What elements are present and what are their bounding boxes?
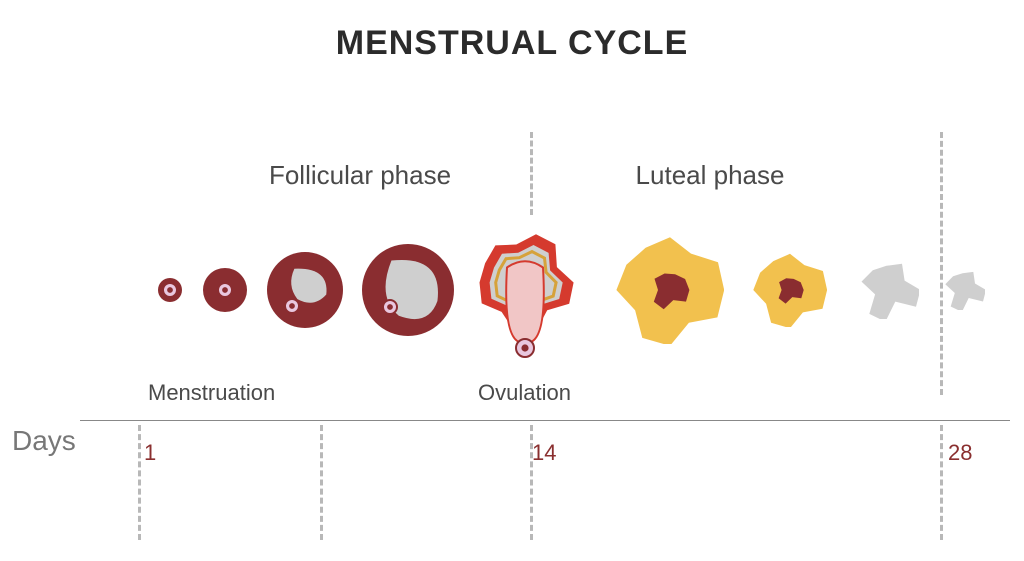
ovulation-label: Ovulation	[478, 380, 571, 406]
stage-corpus-albicans	[945, 270, 985, 310]
days-axis-line	[80, 420, 1010, 421]
menstruation-label: Menstruation	[148, 380, 275, 406]
tick-1: 1	[144, 440, 156, 466]
dashed-grid-line	[320, 425, 323, 540]
stage-follicle-antral	[362, 244, 454, 336]
stage-follicle-small	[158, 278, 182, 302]
dashed-grid-line	[530, 132, 533, 215]
tick-14: 14	[532, 440, 556, 466]
stage-corpus-luteum	[616, 236, 724, 344]
dashed-grid-line	[940, 132, 943, 395]
stage-follicle-antral	[267, 252, 343, 328]
diagram-title: MENSTRUAL CYCLE	[0, 24, 1024, 63]
dashed-grid-line	[530, 425, 533, 540]
tick-28: 28	[948, 440, 972, 466]
luteal-phase-label: Luteal phase	[580, 160, 840, 191]
stage-corpus-luteum	[753, 253, 827, 327]
dashed-grid-line	[138, 425, 141, 540]
dashed-grid-line	[940, 425, 943, 540]
stage-corpus-albicans	[861, 261, 919, 319]
stage-follicle-small	[203, 268, 247, 312]
stage-ovulation	[475, 240, 575, 340]
days-axis-label: Days	[12, 425, 76, 457]
follicular-phase-label: Follicular phase	[220, 160, 500, 191]
